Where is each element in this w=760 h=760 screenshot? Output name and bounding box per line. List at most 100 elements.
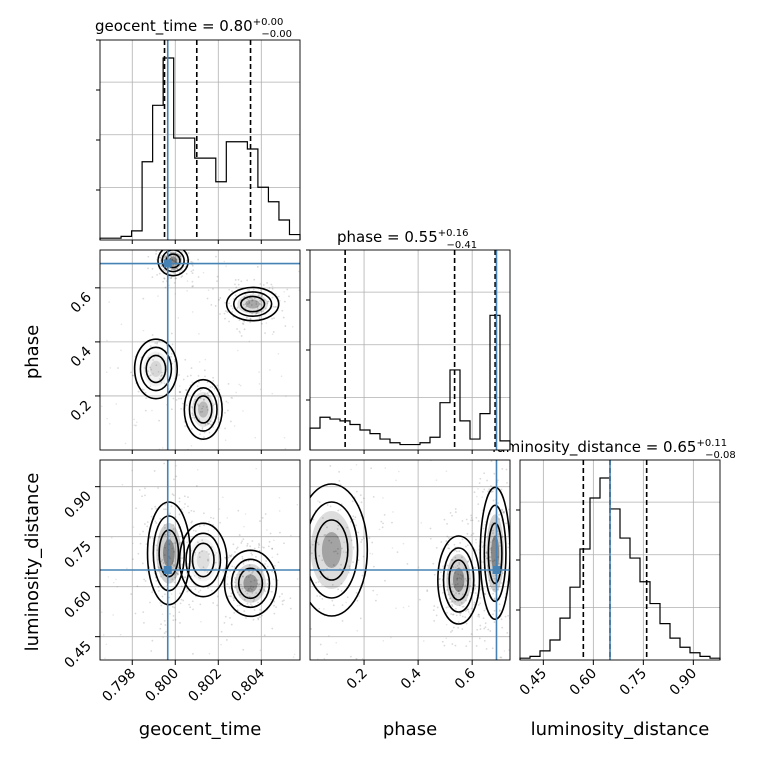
sample-point bbox=[185, 389, 188, 392]
x-tick-label-luminosity_distance: 0.45 bbox=[517, 666, 550, 699]
sample-point bbox=[191, 406, 194, 409]
sample-point bbox=[249, 587, 252, 590]
sample-point bbox=[179, 385, 181, 387]
sample-point bbox=[234, 577, 236, 579]
sample-point bbox=[229, 617, 231, 619]
sample-point bbox=[199, 433, 201, 436]
sample-point bbox=[357, 559, 360, 561]
sample-point bbox=[226, 583, 229, 586]
sample-point bbox=[178, 246, 180, 248]
sample-point bbox=[194, 588, 197, 591]
sample-point bbox=[477, 604, 480, 606]
sample-point bbox=[249, 317, 252, 320]
sample-point bbox=[301, 548, 303, 550]
sample-point bbox=[213, 403, 216, 406]
sample-point bbox=[372, 495, 375, 498]
contour-line bbox=[483, 504, 507, 603]
sample-point bbox=[151, 276, 154, 279]
sample-point bbox=[488, 579, 491, 582]
sample-point bbox=[501, 572, 504, 575]
sample-point bbox=[332, 564, 335, 566]
sample-point bbox=[489, 630, 492, 632]
sample-point bbox=[106, 339, 108, 342]
sample-point bbox=[151, 334, 154, 336]
sample-point bbox=[138, 489, 141, 491]
sample-point bbox=[230, 592, 233, 595]
sample-point bbox=[451, 600, 454, 603]
sample-point bbox=[168, 513, 170, 516]
sample-point bbox=[491, 532, 494, 535]
sample-point bbox=[258, 317, 261, 320]
sample-point bbox=[484, 626, 487, 629]
sample-point bbox=[479, 588, 482, 591]
sample-point bbox=[359, 617, 362, 620]
sample-point bbox=[168, 543, 171, 546]
sample-point bbox=[306, 519, 308, 521]
sample-point bbox=[432, 609, 435, 611]
sample-point bbox=[252, 586, 255, 589]
sample-point bbox=[178, 500, 181, 503]
sample-point bbox=[171, 564, 174, 566]
sample-point bbox=[199, 397, 202, 400]
sample-point bbox=[170, 332, 173, 335]
contour-line bbox=[152, 515, 186, 592]
sample-point bbox=[112, 581, 115, 584]
sample-point bbox=[339, 508, 342, 511]
sample-point bbox=[436, 606, 439, 609]
sample-point bbox=[476, 628, 479, 631]
sample-point bbox=[179, 391, 182, 393]
sample-point bbox=[238, 604, 241, 607]
sample-point bbox=[249, 318, 252, 321]
sample-point bbox=[191, 285, 194, 288]
sample-point bbox=[219, 297, 222, 299]
sample-point bbox=[173, 606, 176, 609]
sample-point bbox=[207, 422, 210, 425]
sample-point bbox=[505, 522, 507, 525]
sample-point bbox=[300, 526, 302, 528]
sample-point bbox=[144, 409, 147, 412]
sample-point bbox=[461, 628, 464, 630]
sample-point bbox=[481, 546, 484, 548]
sample-point bbox=[474, 587, 476, 590]
sample-point bbox=[499, 656, 502, 659]
sample-point bbox=[240, 542, 243, 544]
sample-point bbox=[154, 505, 157, 508]
sample-point bbox=[497, 530, 499, 533]
sample-point bbox=[482, 527, 485, 530]
sample-point bbox=[210, 423, 213, 426]
sample-point bbox=[150, 515, 153, 518]
sample-point bbox=[382, 497, 384, 499]
sample-point bbox=[361, 657, 364, 660]
sample-point bbox=[198, 525, 201, 528]
sample-point bbox=[484, 593, 486, 596]
sample-point bbox=[395, 607, 397, 609]
sample-point bbox=[272, 578, 275, 580]
sample-point bbox=[501, 467, 504, 470]
density-core bbox=[245, 299, 260, 309]
sample-point bbox=[135, 507, 137, 510]
sample-point bbox=[317, 500, 319, 502]
sample-point bbox=[455, 592, 457, 595]
sample-point bbox=[489, 559, 492, 562]
sample-point bbox=[151, 639, 154, 642]
sample-point bbox=[196, 468, 199, 471]
sample-point bbox=[266, 300, 269, 303]
sample-point bbox=[474, 584, 476, 587]
sample-point bbox=[479, 602, 482, 605]
sample-point bbox=[392, 511, 394, 513]
sample-point bbox=[455, 550, 458, 553]
sample-point bbox=[515, 566, 517, 568]
sample-point bbox=[196, 541, 199, 544]
sample-point bbox=[498, 603, 501, 606]
sample-point bbox=[232, 307, 234, 310]
sample-point bbox=[293, 653, 296, 656]
sample-point bbox=[186, 590, 189, 593]
sample-point bbox=[475, 541, 477, 544]
sample-point bbox=[175, 571, 177, 574]
sample-point bbox=[253, 278, 256, 281]
sample-point bbox=[190, 428, 193, 430]
sample-point bbox=[323, 534, 326, 537]
sample-point bbox=[257, 601, 259, 604]
sample-point bbox=[190, 260, 193, 263]
sample-point bbox=[151, 591, 154, 594]
